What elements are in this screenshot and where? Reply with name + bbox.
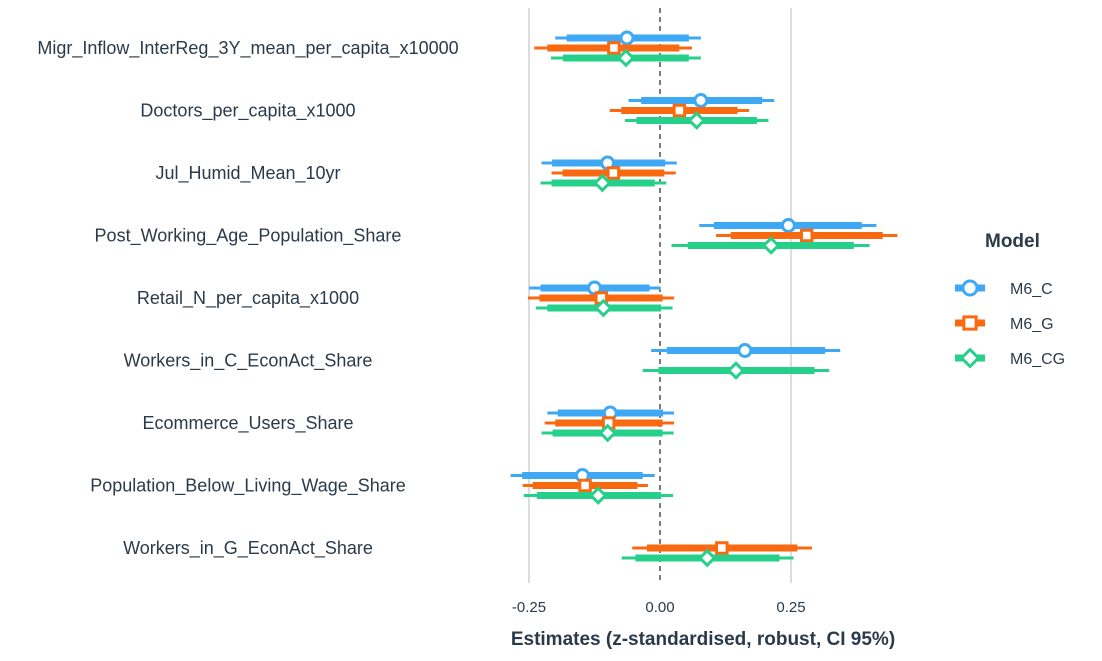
estimate-point: [687, 111, 707, 130]
term-label: Workers_in_G_EconAct_Share: [123, 538, 373, 559]
estimate-point: [672, 103, 687, 118]
legend-item-M6_CG: M6_CG: [955, 347, 1065, 369]
gridlines: [528, 8, 792, 583]
estimate-point: [697, 548, 717, 568]
estimate-point: [780, 218, 796, 233]
legend-item-M6_G: M6_G: [955, 315, 1054, 333]
x-axis-title: Estimates (z-standardised, robust, CI 95…: [511, 629, 895, 650]
series-layer: [510, 30, 898, 568]
legend-key-marker: [962, 315, 978, 331]
estimate-point: [726, 361, 746, 380]
estimate-point: [616, 48, 636, 68]
estimate-point: [594, 298, 613, 318]
legend-label: M6_G: [1010, 316, 1054, 333]
term-label: Population_Below_Living_Wage_Share: [90, 476, 406, 497]
estimate-point: [598, 423, 617, 443]
estimate-point: [593, 173, 612, 193]
legend: Model M6_C M6_G M6_CG: [955, 231, 1065, 369]
estimate-point: [578, 478, 592, 493]
legend-items: M6_C M6_G M6_CG: [955, 279, 1065, 369]
legend-title: Model: [985, 231, 1040, 252]
term-label: Jul_Humid_Mean_10yr: [155, 163, 340, 184]
estimate-point: [737, 343, 753, 358]
term-label: Ecommerce_Users_Share: [142, 413, 353, 434]
legend-label: M6_C: [1010, 281, 1053, 298]
legend-item-M6_C: M6_C: [955, 279, 1053, 298]
x-tick-label: 0.00: [645, 599, 674, 616]
estimate-point: [799, 228, 814, 243]
term-labels: Migr_Inflow_InterReg_3Y_mean_per_capita_…: [37, 38, 458, 559]
estimate-point: [587, 280, 602, 296]
term-label: Post_Working_Age_Population_Share: [95, 226, 402, 247]
estimate-point: [588, 486, 608, 505]
term-label: Doctors_per_capita_x1000: [140, 101, 355, 122]
term-label: Retail_N_per_capita_x1000: [137, 288, 359, 309]
estimate-point: [619, 30, 635, 46]
estimate-point: [761, 236, 781, 255]
estimate-point: [607, 41, 621, 55]
legend-key-marker: [959, 347, 981, 369]
term-label: Workers_in_C_EconAct_Share: [124, 351, 373, 372]
legend-key-marker: [961, 279, 979, 297]
series-M6_CG: [523, 48, 870, 568]
x-tick-label: 0.25: [776, 599, 805, 616]
estimate-point: [606, 166, 621, 180]
x-axis-ticks: -0.25 0.00 0.25: [512, 599, 806, 616]
series-M6_C: [510, 30, 877, 483]
series-M6_G: [522, 41, 898, 555]
term-label: Migr_Inflow_InterReg_3Y_mean_per_capita_…: [37, 38, 458, 59]
estimate-point: [715, 541, 729, 555]
x-tick-label: -0.25: [512, 599, 546, 616]
estimate-point: [693, 93, 709, 108]
legend-label: M6_CG: [1010, 351, 1065, 368]
